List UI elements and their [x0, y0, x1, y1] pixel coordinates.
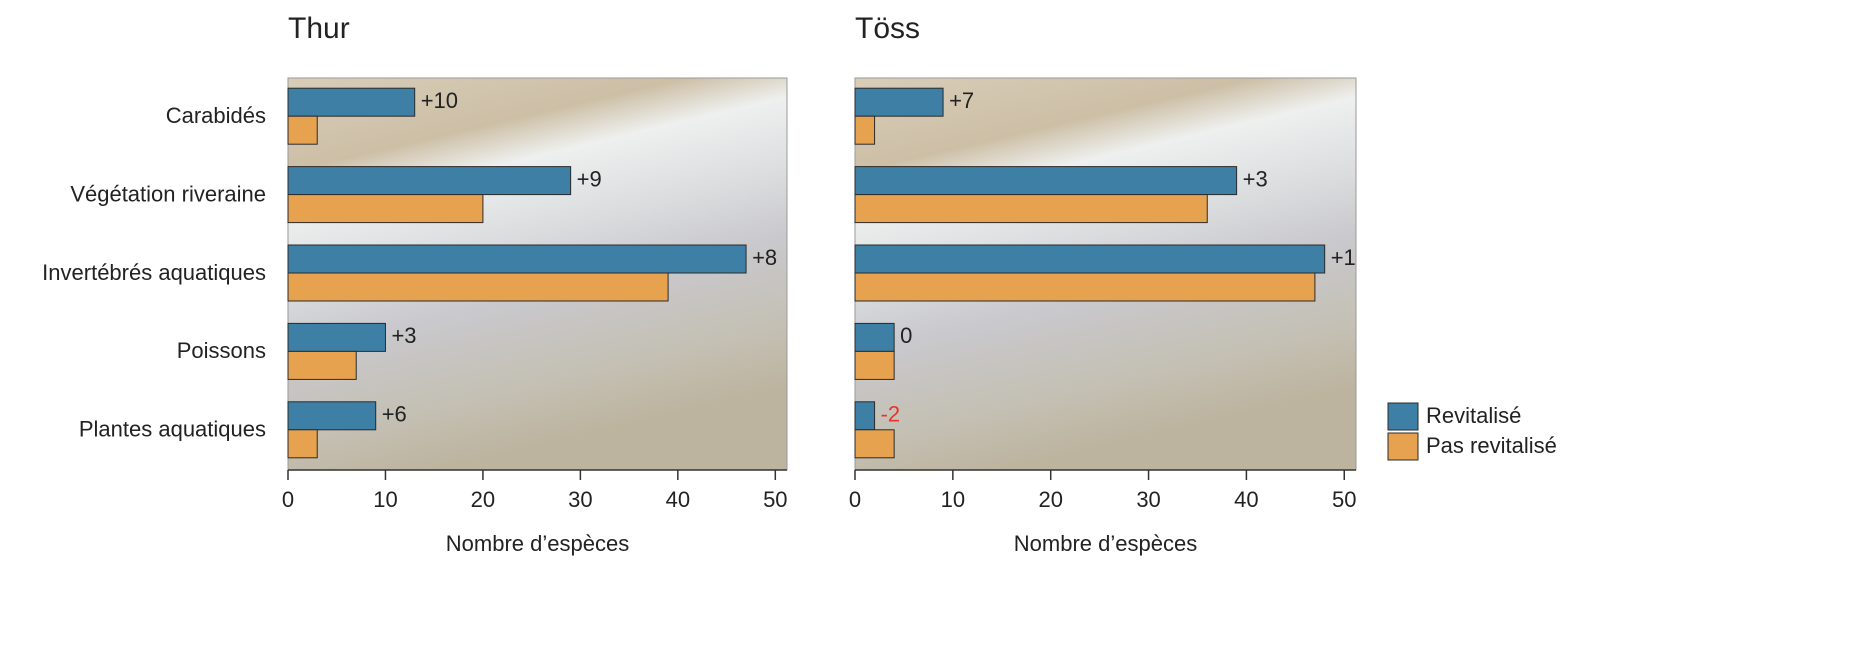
x-tick-label: 30	[1136, 487, 1160, 512]
bar	[287, 401, 377, 431]
bar	[854, 115, 876, 145]
category-label: Invertébrés aquatiques	[42, 260, 266, 285]
difference-label: +3	[391, 323, 416, 348]
panel-title: Thur	[288, 12, 350, 45]
bar	[854, 87, 944, 117]
bar	[287, 166, 572, 196]
bar	[287, 322, 386, 352]
bar	[854, 401, 876, 431]
bar	[854, 194, 1208, 224]
x-axis-label: Nombre d’espèces	[1014, 531, 1197, 556]
x-tick-label: 20	[471, 487, 495, 512]
difference-label: -2	[881, 402, 901, 427]
x-tick-label: 10	[941, 487, 965, 512]
legend-swatch	[1387, 402, 1419, 431]
bar	[854, 272, 1316, 302]
x-tick-label: 0	[849, 487, 861, 512]
x-tick-label: 40	[666, 487, 690, 512]
bar	[854, 429, 895, 459]
difference-label: +6	[382, 402, 407, 427]
x-tick-label: 50	[1332, 487, 1356, 512]
category-label: Carabidés	[166, 103, 266, 128]
x-tick-label: 20	[1038, 487, 1062, 512]
difference-label: +10	[421, 88, 458, 113]
panel-title: Töss	[855, 12, 920, 45]
difference-label: +7	[949, 88, 974, 113]
bar	[287, 244, 747, 274]
x-tick-label: 30	[568, 487, 592, 512]
bar	[854, 166, 1238, 196]
legend-label: Revitalisé	[1426, 403, 1521, 428]
bar	[287, 350, 357, 380]
difference-label: +9	[577, 166, 602, 191]
bar	[854, 322, 895, 352]
difference-label: +3	[1243, 166, 1268, 191]
category-label: Végétation riveraine	[70, 181, 266, 206]
x-tick-label: 40	[1234, 487, 1258, 512]
category-label: Plantes aquatiques	[79, 417, 266, 442]
difference-label: +1	[1331, 245, 1356, 270]
bar	[854, 350, 895, 380]
x-tick-label: 50	[763, 487, 787, 512]
bar	[287, 87, 416, 117]
bar	[287, 115, 318, 145]
difference-label: +8	[752, 245, 777, 270]
bar	[287, 194, 484, 224]
difference-label: 0	[900, 323, 912, 348]
legend-swatch	[1387, 432, 1419, 461]
legend-label: Pas revitalisé	[1426, 433, 1557, 458]
x-axis-label: Nombre d’espèces	[446, 531, 629, 556]
x-tick-label: 0	[282, 487, 294, 512]
bar	[287, 272, 669, 302]
bar	[287, 429, 318, 459]
x-tick-label: 10	[373, 487, 397, 512]
bar	[854, 244, 1326, 274]
category-label: Poissons	[177, 338, 266, 363]
